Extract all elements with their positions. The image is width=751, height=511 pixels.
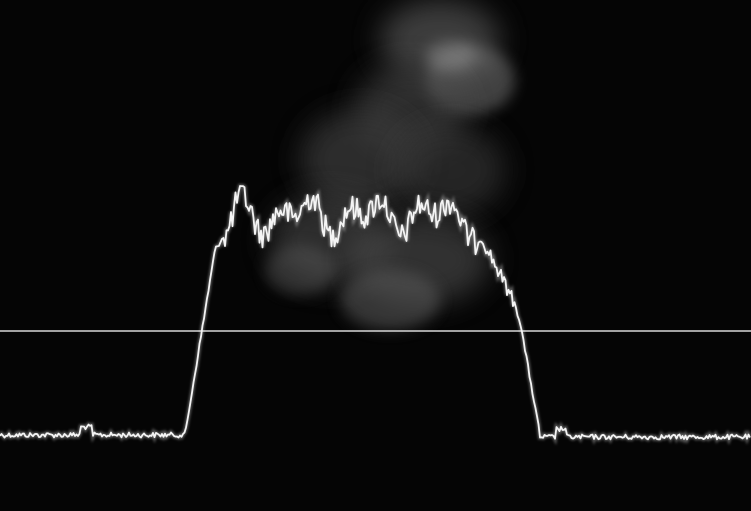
smoke [265,245,335,295]
smoke [340,270,440,330]
smoke [425,40,475,70]
